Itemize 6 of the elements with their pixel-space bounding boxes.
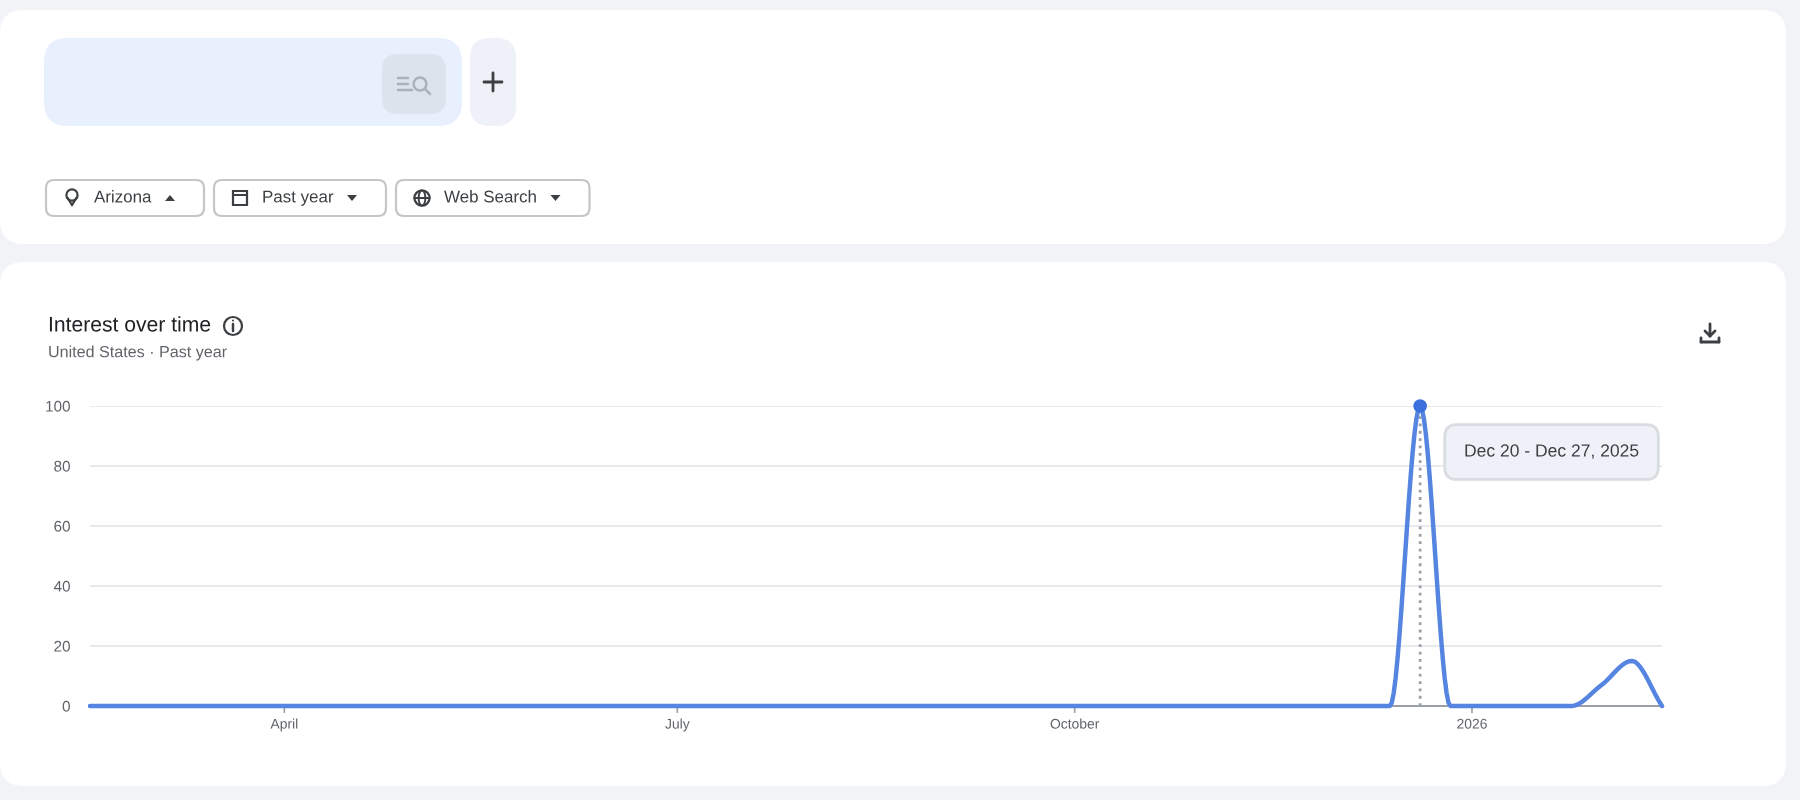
chart-subtitle: United States · Past year bbox=[49, 345, 227, 361]
annotation: Dec 20 - Dec 27, 2025 bbox=[1465, 444, 1639, 459]
text: Past year bbox=[263, 190, 334, 206]
text: Web Search bbox=[444, 190, 536, 203]
chart-title: Interest over time bbox=[49, 316, 211, 332]
text: Arizona bbox=[94, 190, 152, 203]
